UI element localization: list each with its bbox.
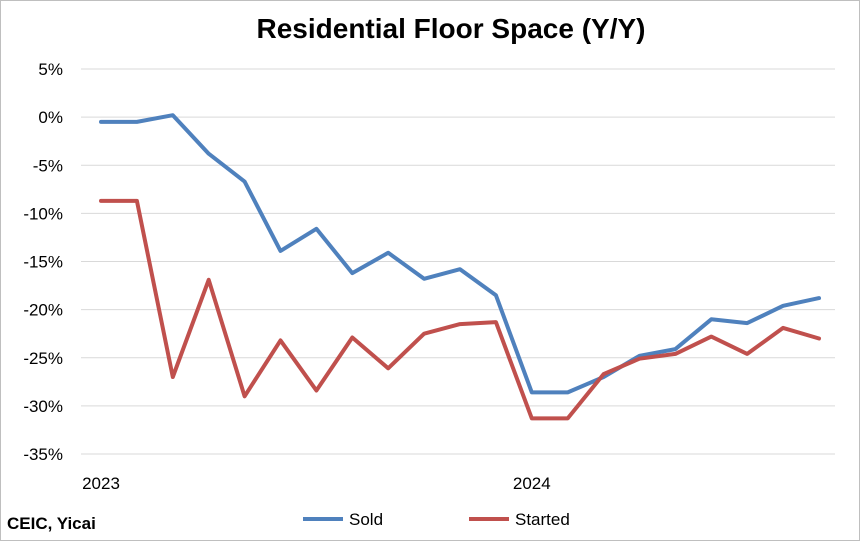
gridlines bbox=[81, 68, 835, 455]
y-tick-label: -10% bbox=[23, 204, 63, 223]
y-tick-label: -25% bbox=[23, 349, 63, 368]
y-axis-ticks: 5% 0% -5% -10% -15% -20% -25% -30% -35% bbox=[23, 60, 63, 464]
legend-label-sold: Sold bbox=[349, 510, 383, 529]
y-tick-label: 5% bbox=[38, 60, 63, 79]
x-tick-label: 2024 bbox=[513, 474, 551, 493]
y-tick-label: -35% bbox=[23, 445, 63, 464]
x-axis-ticks: 2023 2024 bbox=[82, 474, 551, 493]
legend-label-started: Started bbox=[515, 510, 570, 529]
y-tick-label: -5% bbox=[33, 156, 63, 175]
y-tick-label: -15% bbox=[23, 253, 63, 272]
legend: Sold Started bbox=[303, 510, 570, 529]
y-tick-label: -30% bbox=[23, 397, 63, 416]
x-tick-label: 2023 bbox=[82, 474, 120, 493]
series-line-sold bbox=[99, 113, 821, 395]
source-note: CEIC, Yicai bbox=[7, 514, 96, 533]
chart-title: Residential Floor Space (Y/Y) bbox=[257, 13, 646, 44]
series-line-started bbox=[99, 198, 821, 421]
y-tick-label: 0% bbox=[38, 108, 63, 127]
y-tick-label: -20% bbox=[23, 301, 63, 320]
series-lines bbox=[99, 113, 821, 421]
